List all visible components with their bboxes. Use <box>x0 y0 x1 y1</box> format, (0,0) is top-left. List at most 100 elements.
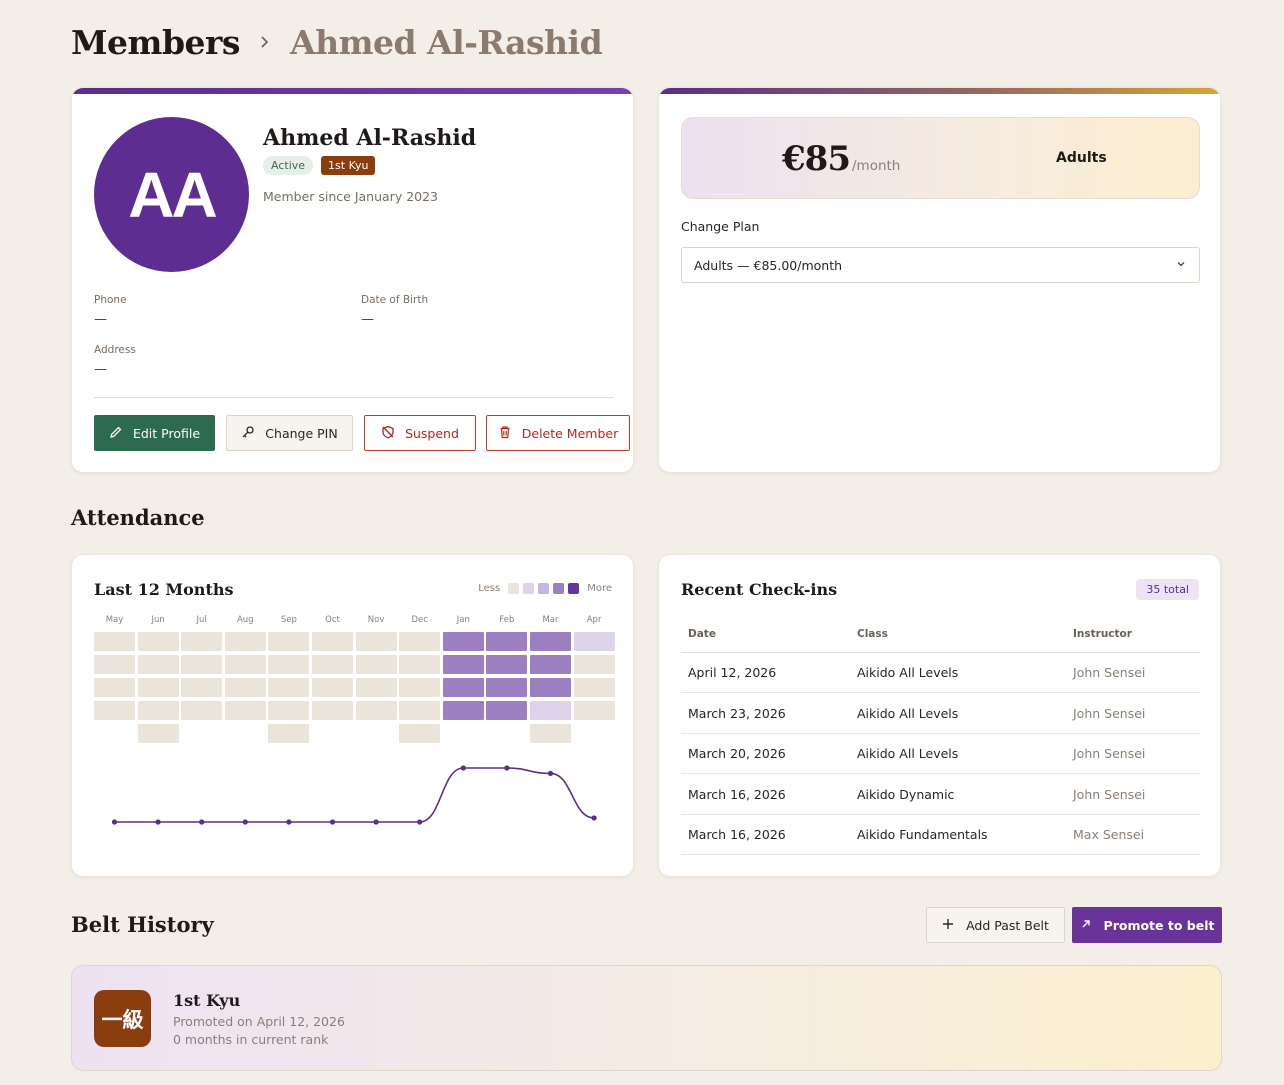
heatmap-cell[interactable] <box>94 655 135 674</box>
legend-swatch <box>553 583 565 594</box>
plan-price-unit: /month <box>852 158 901 174</box>
avatar-initials: AA <box>128 158 217 231</box>
heatmap-cell[interactable] <box>355 632 397 651</box>
heatmap-cell[interactable] <box>399 655 441 674</box>
heatmap-cell[interactable] <box>486 678 528 697</box>
trend-point <box>504 765 510 771</box>
header-instructor: Instructor <box>1073 628 1132 640</box>
delete-member-button[interactable]: Delete Member <box>486 415 630 451</box>
heatmap-cell[interactable] <box>181 678 223 697</box>
chevron-right-icon <box>254 31 276 53</box>
plan-name: Adults <box>1056 150 1107 166</box>
plus-icon <box>942 918 954 933</box>
trend-point <box>155 819 161 825</box>
trend-point <box>111 819 118 825</box>
heatmap-cell[interactable] <box>268 724 310 743</box>
attendance-trend-chart <box>111 765 597 825</box>
heatmap-cell[interactable] <box>268 678 310 697</box>
heatmap-cell[interactable] <box>94 632 135 651</box>
heatmap-cell[interactable] <box>530 655 571 674</box>
heatmap-cell[interactable] <box>486 701 528 720</box>
heatmap-cell[interactable] <box>181 655 223 674</box>
month-label: Feb <box>499 615 515 625</box>
heatmap-cell[interactable] <box>137 655 179 674</box>
belt-months-in-rank: 0 months in current rank <box>173 1032 329 1047</box>
edit-profile-button[interactable]: Edit Profile <box>94 415 215 451</box>
promote-belt-button[interactable]: Promote to belt <box>1072 907 1222 943</box>
divider <box>94 397 614 398</box>
heatmap-cell[interactable] <box>181 632 223 651</box>
trend-point <box>417 819 423 825</box>
heatmap-cell[interactable] <box>137 724 179 743</box>
heatmap-cell[interactable] <box>312 678 353 697</box>
trend-point <box>547 770 554 776</box>
trend-point <box>242 819 248 825</box>
heatmap-cell[interactable] <box>442 655 484 674</box>
month-label: Apr <box>586 615 602 625</box>
heatmap-cell[interactable] <box>355 701 397 720</box>
belt-history-title: Belt History <box>71 912 214 937</box>
heatmap-cell[interactable] <box>530 678 571 697</box>
member-since: Member since January 2023 <box>263 189 439 204</box>
heatmap-cell[interactable] <box>137 701 179 720</box>
plan-select-value: Adults — €85.00/month <box>694 257 843 273</box>
heatmap-cell[interactable] <box>224 701 266 720</box>
heatmap-cell[interactable] <box>399 701 441 720</box>
belt-rank-icon: 一級 <box>94 990 151 1047</box>
month-label: May <box>105 615 124 625</box>
legend-swatches <box>508 583 580 594</box>
plan-select[interactable]: Adults — €85.00/month <box>681 247 1200 283</box>
heatmap-cell[interactable] <box>573 632 615 651</box>
heatmap-cell[interactable] <box>312 655 353 674</box>
suspend-button[interactable]: Suspend <box>364 415 476 451</box>
heatmap-cell[interactable] <box>530 701 571 720</box>
heatmap-cell[interactable] <box>312 701 353 720</box>
add-past-belt-label: Add Past Belt <box>966 917 1049 933</box>
heatmap-cell[interactable] <box>94 678 135 697</box>
promote-belt-label: Promote to belt <box>1103 917 1215 933</box>
heatmap-cell[interactable] <box>181 701 223 720</box>
month-label: Aug <box>236 615 254 625</box>
heatmap-cell[interactable] <box>399 724 441 743</box>
breadcrumb-current: Ahmed Al-Rashid <box>289 22 603 62</box>
heatmap-cell[interactable] <box>268 632 310 651</box>
heatmap-cell[interactable] <box>442 632 484 651</box>
row-class: Aikido Dynamic <box>857 787 955 802</box>
heatmap-cell[interactable] <box>355 655 397 674</box>
month-label: Dec <box>411 615 428 625</box>
heatmap-cell[interactable] <box>442 678 484 697</box>
heatmap-cell[interactable] <box>137 632 179 651</box>
heatmap-cell[interactable] <box>442 701 484 720</box>
heatmap-cell[interactable] <box>355 678 397 697</box>
add-past-belt-button[interactable]: Add Past Belt <box>926 907 1065 943</box>
heatmap-cell[interactable] <box>224 678 266 697</box>
heatmap-cell[interactable] <box>312 632 353 651</box>
heatmap-cell[interactable] <box>486 632 528 651</box>
heatmap-cell[interactable] <box>530 724 571 743</box>
heatmap-cell[interactable] <box>137 678 179 697</box>
heatmap-cell[interactable] <box>268 701 310 720</box>
address-value: — <box>94 362 107 377</box>
heatmap-cell[interactable] <box>224 655 266 674</box>
breadcrumb-members[interactable]: Members <box>71 22 240 62</box>
heatmap-cell[interactable] <box>94 701 135 720</box>
change-pin-button[interactable]: Change PIN <box>226 415 353 451</box>
legend-swatch <box>568 583 580 594</box>
heatmap-cell[interactable] <box>573 655 615 674</box>
heatmap-cell[interactable] <box>573 678 615 697</box>
heatmap-cell[interactable] <box>486 655 528 674</box>
phone-label: Phone <box>94 294 127 306</box>
heatmap-cell[interactable] <box>399 678 441 697</box>
table-header-divider <box>681 652 1200 653</box>
heatmap-cell[interactable] <box>573 701 615 720</box>
row-instructor: Max Sensei <box>1073 827 1145 842</box>
header-date: Date <box>688 628 716 640</box>
trend-point <box>199 819 205 825</box>
heatmap-cell[interactable] <box>530 632 571 651</box>
legend-swatch <box>508 583 520 594</box>
rank-badge: 1st Kyu <box>321 156 376 175</box>
attendance-card: Last 12 Months Less More May Jun Jul Aug Sep… <box>71 554 634 877</box>
heatmap-cell[interactable] <box>399 632 441 651</box>
heatmap-cell[interactable] <box>224 632 266 651</box>
heatmap-cell[interactable] <box>268 655 310 674</box>
